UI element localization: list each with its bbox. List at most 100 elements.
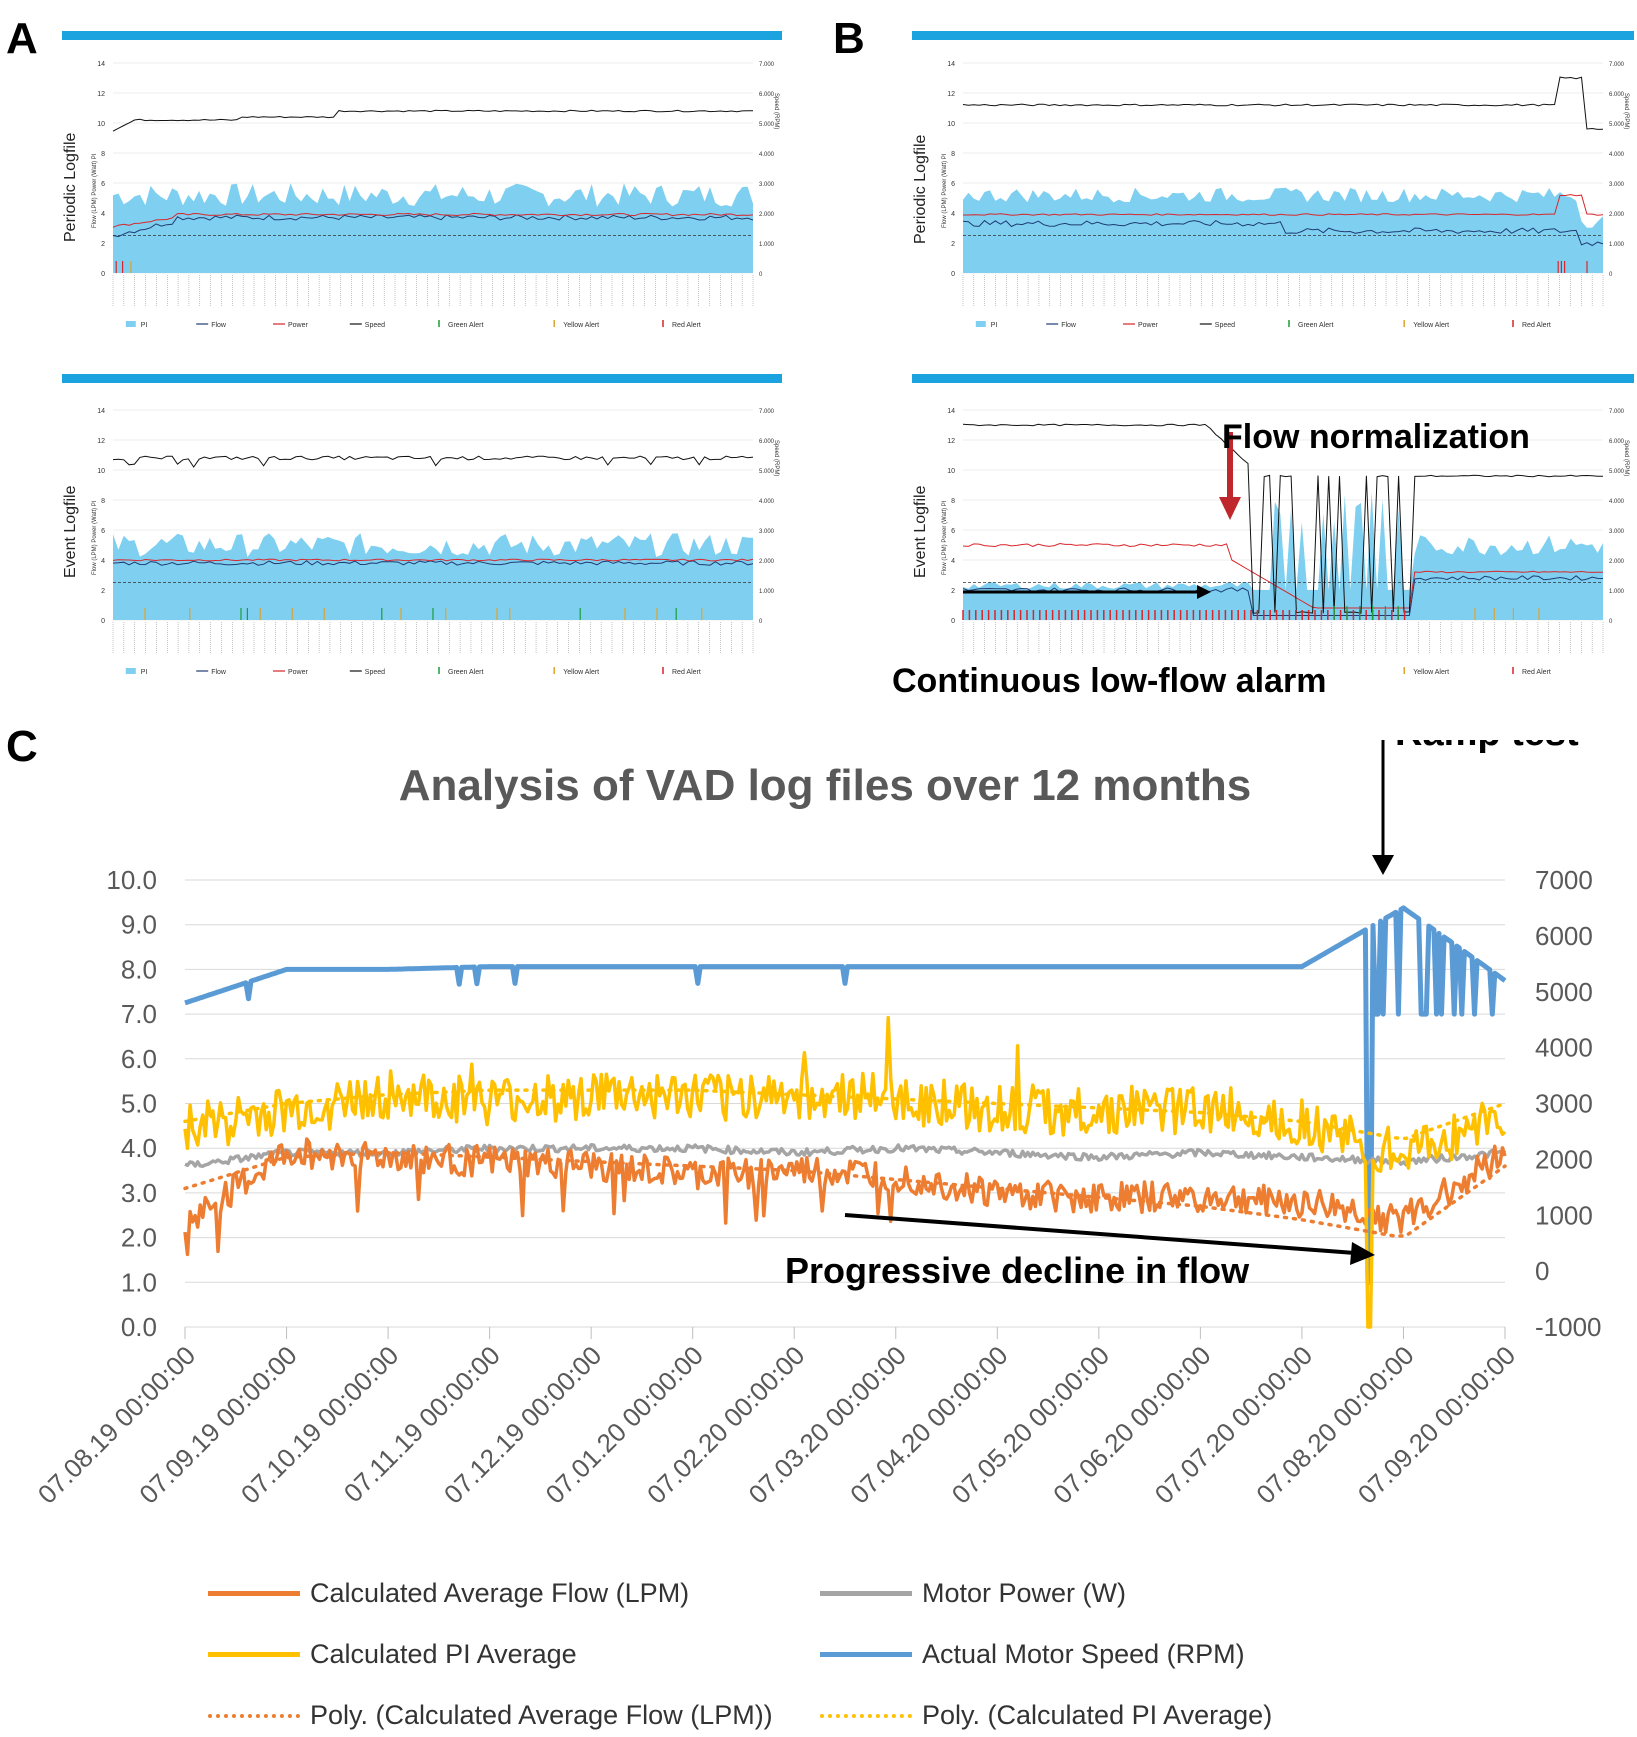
legend-flow: Calculated Average Flow (LPM) bbox=[208, 1578, 689, 1609]
right-tick-label: 7.000 bbox=[1609, 62, 1625, 68]
event-logfile-label-b: Event Logfile bbox=[912, 485, 929, 578]
legend-flow-label: Calculated Average Flow (LPM) bbox=[310, 1578, 690, 1608]
legend-speed-label: Actual Motor Speed (RPM) bbox=[922, 1639, 1245, 1669]
left-tick-label: 14 bbox=[97, 61, 105, 68]
y-tick-label: 0.0 bbox=[121, 1312, 157, 1342]
left-tick-label: 8 bbox=[101, 498, 105, 505]
series-line-2 bbox=[184, 1142, 1507, 1168]
legend-poly-flow: Poly. (Calculated Average Flow (LPM)) bbox=[208, 1700, 773, 1731]
left-tick-label: 8 bbox=[101, 151, 105, 158]
pi-area bbox=[113, 183, 753, 273]
trend-line-4 bbox=[183, 1151, 1507, 1238]
right-tick-label: 7.000 bbox=[1609, 409, 1625, 415]
legend-poly-pi-label: Poly. (Calculated PI Average) bbox=[922, 1700, 1273, 1730]
y2-tick-label: 4000 bbox=[1535, 1033, 1593, 1063]
decline-arrow-head bbox=[1350, 1242, 1375, 1265]
left-axis-label: Flow (LPM) Power (Watt) PI bbox=[92, 153, 98, 228]
left-tick-label: 14 bbox=[947, 61, 955, 68]
right-tick-label: 4.000 bbox=[1609, 152, 1625, 158]
right-tick-label: 3.000 bbox=[1609, 529, 1625, 535]
speed-line bbox=[962, 76, 1604, 130]
left-tick-label: 14 bbox=[947, 408, 955, 415]
legend-label-pi: PI bbox=[141, 322, 148, 329]
left-tick-label: 8 bbox=[951, 498, 955, 505]
left-tick-label: 0 bbox=[951, 618, 955, 625]
legend-label-speed: Speed bbox=[1215, 322, 1235, 329]
right-tick-label: 0 bbox=[759, 272, 763, 278]
legend-swatch-pi bbox=[975, 321, 986, 327]
right-tick-label: 0 bbox=[759, 619, 763, 625]
power-line bbox=[963, 194, 1604, 216]
y2-tick-label: -1000 bbox=[1535, 1312, 1602, 1342]
right-tick-label: 7.000 bbox=[759, 62, 775, 68]
right-tick-label: 6.000 bbox=[1609, 92, 1625, 98]
right-tick-label: 4.000 bbox=[759, 152, 775, 158]
flow-line bbox=[112, 560, 754, 566]
right-tick-label: 5.000 bbox=[759, 122, 775, 128]
left-tick-label: 10 bbox=[947, 121, 955, 128]
y-tick-label: 6.0 bbox=[121, 1044, 157, 1074]
divider-bar-a-mid bbox=[62, 374, 782, 383]
left-tick-label: 4 bbox=[101, 211, 105, 218]
left-tick-label: 6 bbox=[951, 181, 955, 188]
legend-label-yellow: Yellow Alert bbox=[563, 669, 599, 676]
legend-flow-swatch bbox=[208, 1591, 300, 1596]
legend-label-pi: PI bbox=[991, 322, 998, 329]
mini-chart-svg: 14 12 10 8 6 4 2 0 7.000 6.000 5.000 4.000 3.000 2.00… bbox=[942, 61, 1629, 329]
y-tick-label: 8.0 bbox=[121, 954, 157, 984]
mini-chart-b-periodic: 14 12 10 8 6 4 2 0 7.000 6.000 5.000 4.000 3.000 2.00… bbox=[935, 55, 1635, 355]
progressive-decline-annotation: Progressive decline in flow bbox=[785, 1250, 1250, 1291]
right-tick-label: 1.000 bbox=[759, 589, 775, 595]
left-tick-label: 12 bbox=[947, 91, 955, 98]
legend-pi-label: Calculated PI Average bbox=[310, 1639, 577, 1669]
legend-label-green: Green Alert bbox=[1298, 322, 1333, 329]
main-chart-c: Analysis of VAD log files over 12 months… bbox=[32, 740, 1602, 1509]
speed-line bbox=[112, 455, 754, 468]
left-tick-label: 6 bbox=[951, 528, 955, 535]
divider-bar-b-top bbox=[912, 31, 1634, 40]
left-tick-label: 6 bbox=[101, 528, 105, 535]
legend-label-power: Power bbox=[1138, 322, 1159, 329]
right-tick-label: 5.000 bbox=[759, 469, 775, 475]
right-tick-label: 4.000 bbox=[759, 499, 775, 505]
y2-tick-label: 2000 bbox=[1535, 1144, 1593, 1174]
right-tick-label: 1.000 bbox=[1609, 242, 1625, 248]
right-tick-label: 2.000 bbox=[1609, 212, 1625, 218]
low-flow-alarm-annotation: Continuous low-flow alarm bbox=[892, 662, 1327, 700]
y2-tick-label: 0 bbox=[1535, 1256, 1549, 1286]
left-tick-label: 2 bbox=[951, 241, 955, 248]
series-line-3 bbox=[184, 905, 1507, 1285]
power-line bbox=[112, 558, 754, 562]
power-line bbox=[962, 542, 1603, 609]
flow-line bbox=[112, 214, 754, 238]
legend-pi-swatch bbox=[208, 1652, 300, 1657]
right-tick-label: 6.000 bbox=[759, 439, 775, 445]
y-tick-label: 3.0 bbox=[121, 1178, 157, 1208]
right-axis-label: Speed (RPM) bbox=[1623, 440, 1629, 476]
legend-speed-swatch bbox=[820, 1652, 912, 1657]
periodic-logfile-label-b: Periodic Logfile bbox=[912, 134, 929, 244]
right-tick-label: 3.000 bbox=[759, 529, 775, 535]
left-tick-label: 0 bbox=[101, 271, 105, 278]
y-tick-label: 9.0 bbox=[121, 910, 157, 940]
panel-b-label: B bbox=[833, 14, 865, 63]
left-tick-label: 12 bbox=[97, 438, 105, 445]
left-tick-label: 10 bbox=[97, 468, 105, 475]
legend-speed: Actual Motor Speed (RPM) bbox=[820, 1639, 1245, 1670]
power-line bbox=[112, 212, 754, 228]
right-axis-label: Speed (RPM) bbox=[1623, 93, 1629, 129]
legend-label-red: Red Alert bbox=[1522, 669, 1551, 676]
y-tick-label: 10.0 bbox=[106, 865, 157, 895]
y2-tick-label: 3000 bbox=[1535, 1089, 1593, 1119]
legend-swatch-pi bbox=[125, 321, 136, 327]
legend-power-swatch bbox=[820, 1591, 912, 1596]
left-tick-label: 0 bbox=[101, 618, 105, 625]
panel-a-label: A bbox=[6, 14, 38, 63]
right-tick-label: 1.000 bbox=[1609, 589, 1625, 595]
mini-chart-b-event: 14 12 10 8 6 4 2 0 7.000 6.000 5.000 4.000 3.000 2.00… bbox=[935, 402, 1635, 702]
legend-swatch-pi bbox=[125, 668, 136, 674]
ramp-test-annotation: Ramp test bbox=[1395, 740, 1579, 754]
flow-normalization-annotation: Flow normalization bbox=[1222, 418, 1530, 456]
decline-arrow-shaft bbox=[844, 1213, 1356, 1255]
right-axis-label: Speed (RPM) bbox=[773, 440, 779, 476]
